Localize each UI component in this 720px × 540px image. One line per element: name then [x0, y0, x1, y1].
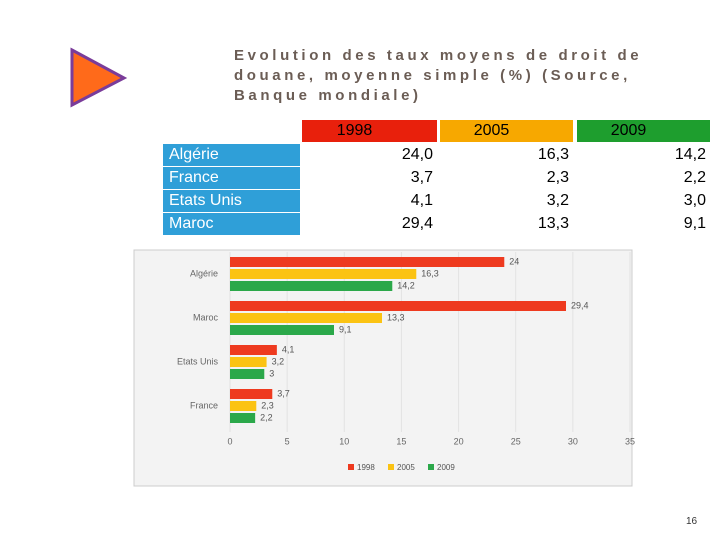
- value-label: 16,3: [421, 268, 439, 278]
- bar: [230, 269, 417, 279]
- legend-swatch: [348, 464, 354, 470]
- value-label: 3,2: [272, 356, 285, 366]
- x-tick-label: 25: [511, 436, 521, 446]
- table-cell: 29,4: [401, 215, 433, 232]
- legend-swatch: [428, 464, 434, 470]
- category-label: Etats Unis: [177, 356, 219, 366]
- table-cell: 24,0: [401, 146, 433, 163]
- value-label: 3: [269, 368, 274, 378]
- bar: [230, 401, 257, 411]
- value-label: 3,7: [277, 388, 290, 398]
- bar: [230, 413, 256, 423]
- value-label: 2,2: [260, 412, 273, 422]
- table-cell: 13,3: [537, 215, 569, 232]
- table-cell: 4,1: [410, 192, 433, 209]
- x-tick-label: 35: [625, 436, 635, 446]
- x-tick-label: 15: [396, 436, 406, 446]
- value-label: 9,1: [339, 324, 352, 334]
- row-label: France: [163, 167, 300, 189]
- value-label: 4,1: [282, 344, 295, 354]
- table-cell: 2,2: [683, 169, 706, 186]
- bar: [230, 257, 505, 267]
- category-label: France: [190, 400, 218, 410]
- bar: [230, 345, 277, 355]
- column-header: 1998: [302, 120, 437, 142]
- legend-label: 1998: [357, 463, 375, 472]
- page-number: 16: [686, 516, 698, 527]
- category-label: Algérie: [190, 268, 218, 278]
- x-tick-label: 0: [227, 436, 232, 446]
- value-label: 13,3: [387, 312, 405, 322]
- bar: [230, 301, 566, 311]
- value-label: 14,2: [397, 280, 415, 290]
- legend-swatch: [388, 464, 394, 470]
- bar: [230, 389, 273, 399]
- legend-label: 2005: [397, 463, 415, 472]
- value-label: 24: [509, 256, 519, 266]
- table-cell: 14,2: [674, 146, 706, 163]
- x-tick-label: 30: [568, 436, 578, 446]
- column-header: 2005: [440, 120, 573, 142]
- category-label: Maroc: [193, 312, 219, 322]
- x-tick-label: 20: [454, 436, 464, 446]
- arrow-icon: [70, 47, 128, 108]
- title: Evolution des taux moyens de droit de do…: [234, 47, 643, 104]
- table-cell: 9,1: [683, 215, 706, 232]
- legend-label: 2009: [437, 463, 455, 472]
- table-cell: 3,0: [683, 192, 706, 209]
- x-tick-label: 5: [285, 436, 290, 446]
- table-cell: 16,3: [537, 146, 569, 163]
- table-cell: 2,3: [546, 169, 569, 186]
- x-tick-label: 10: [339, 436, 349, 446]
- row-label: Etats Unis: [163, 190, 300, 212]
- bar: [230, 369, 265, 379]
- value-label: 2,3: [261, 400, 274, 410]
- bar: [230, 313, 382, 323]
- row-label: Maroc: [163, 213, 300, 235]
- bar: [230, 357, 267, 367]
- bar: [230, 325, 334, 335]
- bar: [230, 281, 393, 291]
- table-cell: 3,7: [410, 169, 433, 186]
- column-header: 2009: [577, 120, 710, 142]
- value-label: 29,4: [571, 300, 589, 310]
- table-cell: 3,2: [546, 192, 569, 209]
- row-label: Algérie: [163, 144, 300, 166]
